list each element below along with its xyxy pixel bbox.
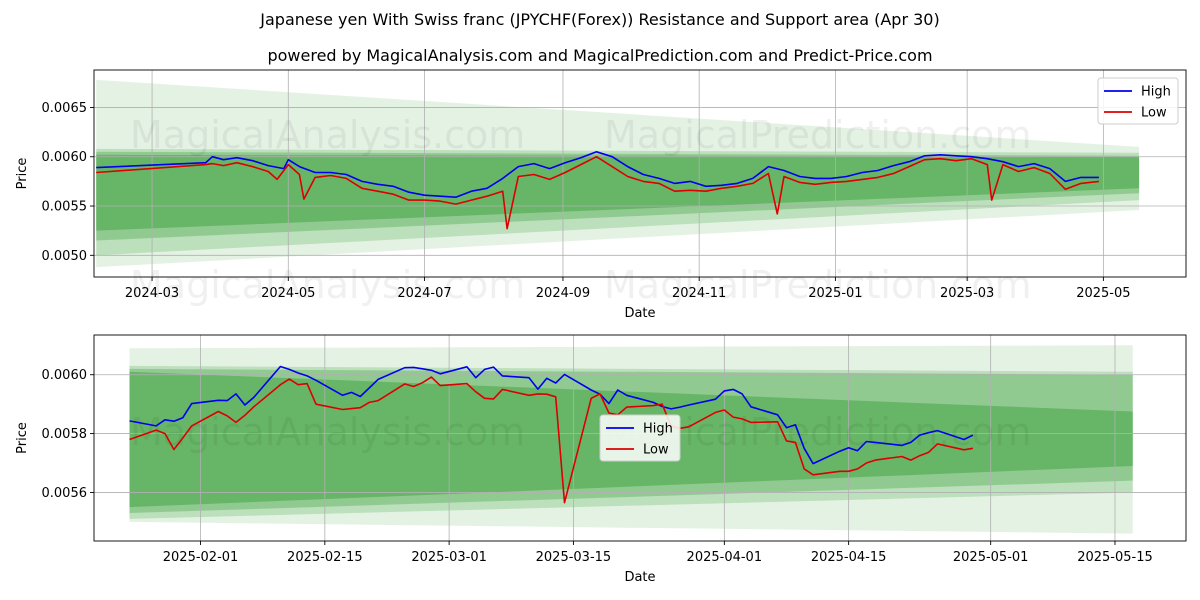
y-tick-label: 0.0065 (42, 101, 88, 116)
x-tick-label: 2024-09 (536, 286, 590, 301)
x-tick-label: 2025-05-01 (953, 550, 1029, 565)
watermark-text: MagicalAnalysis.com (130, 113, 525, 157)
chart-title: Japanese yen With Swiss franc (JPYCHF(Fo… (260, 10, 940, 29)
y-tick-label: 0.0058 (42, 427, 88, 442)
series-line-low (129, 376, 974, 504)
legend: High Low (1097, 77, 1179, 125)
grid (94, 70, 1186, 277)
watermark-text: MagicalAnalysis.com (130, 410, 525, 454)
axes-frame (93, 69, 1187, 278)
band-layer (96, 148, 1140, 256)
x-tick-label: 2025-04-01 (687, 550, 763, 565)
x-tick-label: 2025-04-15 (811, 550, 887, 565)
x-tick-label: 2024-05 (261, 286, 315, 301)
chart-subtitle: powered by MagicalAnalysis.com and Magic… (267, 46, 933, 65)
x-tick-label: 2025-02-15 (287, 550, 363, 565)
x-tick-label: 2024-07 (397, 286, 451, 301)
x-tick-label: 2025-03-15 (536, 550, 612, 565)
band-layer (96, 154, 1140, 231)
legend: High Low (599, 414, 681, 462)
x-tick-label: 2024-11 (672, 286, 726, 301)
band-layer (96, 151, 1140, 241)
series-line-high (129, 365, 974, 465)
legend-label-low: Low (1141, 106, 1167, 121)
chart-panel-2: MagicalAnalysis.com MagicalPrediction.com… (15, 334, 1187, 585)
watermarks: MagicalAnalysis.com MagicalPrediction.com… (130, 113, 1032, 307)
axes-frame (93, 334, 1187, 542)
band-layer (96, 79, 1140, 268)
support-resistance-bands (96, 79, 1140, 268)
legend-label-high: High (643, 422, 673, 437)
x-tick-label: 2025-02-01 (163, 550, 239, 565)
tick-labels: 2024-03 2024-05 2024-07 2024-09 2024-11 2025-… (42, 101, 1131, 301)
x-tick-label: 2025-05 (1076, 286, 1130, 301)
y-tick-label: 0.0060 (42, 150, 88, 165)
legend-label-low: Low (643, 443, 669, 458)
watermark-text: MagicalPrediction.com (604, 263, 1032, 307)
x-axis-label: Date (624, 306, 655, 321)
y-tick-label: 0.0055 (42, 200, 88, 215)
x-tick-label: 2025-05-15 (1077, 550, 1153, 565)
y-axis-label: Price (15, 158, 30, 190)
series-line-high (96, 151, 1099, 198)
x-axis-label: Date (624, 570, 655, 585)
y-axis-label: Price (15, 422, 30, 454)
x-tick-label: 2024-03 (125, 286, 179, 301)
chart-panel-1: MagicalAnalysis.com MagicalPrediction.com… (15, 69, 1187, 321)
y-tick-label: 0.0060 (42, 368, 88, 383)
series-line-low (96, 155, 1099, 230)
y-tick-label: 0.0050 (42, 249, 88, 264)
legend-label-high: High (1141, 85, 1171, 100)
watermark-text: MagicalAnalysis.com (130, 263, 525, 307)
x-tick-label: 2025-01 (808, 286, 862, 301)
tick-labels: 2025-02-01 2025-02-15 2025-03-01 2025-03-15… (42, 368, 1153, 565)
x-tick-label: 2025-03 (940, 286, 994, 301)
watermark-text: MagicalPrediction.com (604, 113, 1032, 157)
x-tick-label: 2025-03-01 (411, 550, 487, 565)
series-lines (96, 151, 1099, 230)
series-lines (129, 365, 974, 504)
y-tick-label: 0.0056 (42, 486, 88, 501)
